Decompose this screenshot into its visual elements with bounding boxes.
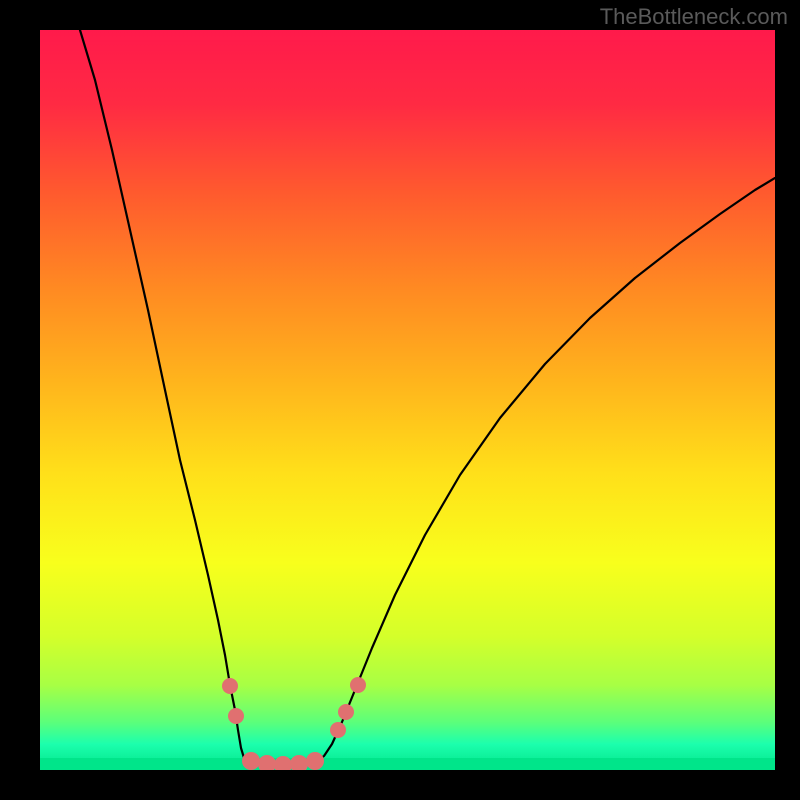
marker-point (228, 708, 244, 724)
marker-point (350, 677, 366, 693)
chart-svg (0, 0, 800, 800)
marker-point (222, 678, 238, 694)
marker-point (242, 752, 260, 770)
stage: TheBottleneck.com (0, 0, 800, 800)
marker-point (338, 704, 354, 720)
marker-point (290, 755, 308, 773)
watermark-text: TheBottleneck.com (600, 4, 788, 30)
marker-point (330, 722, 346, 738)
plot-area (40, 30, 775, 770)
green-band (40, 758, 775, 770)
marker-point (306, 752, 324, 770)
marker-point (274, 756, 292, 774)
marker-point (258, 755, 276, 773)
